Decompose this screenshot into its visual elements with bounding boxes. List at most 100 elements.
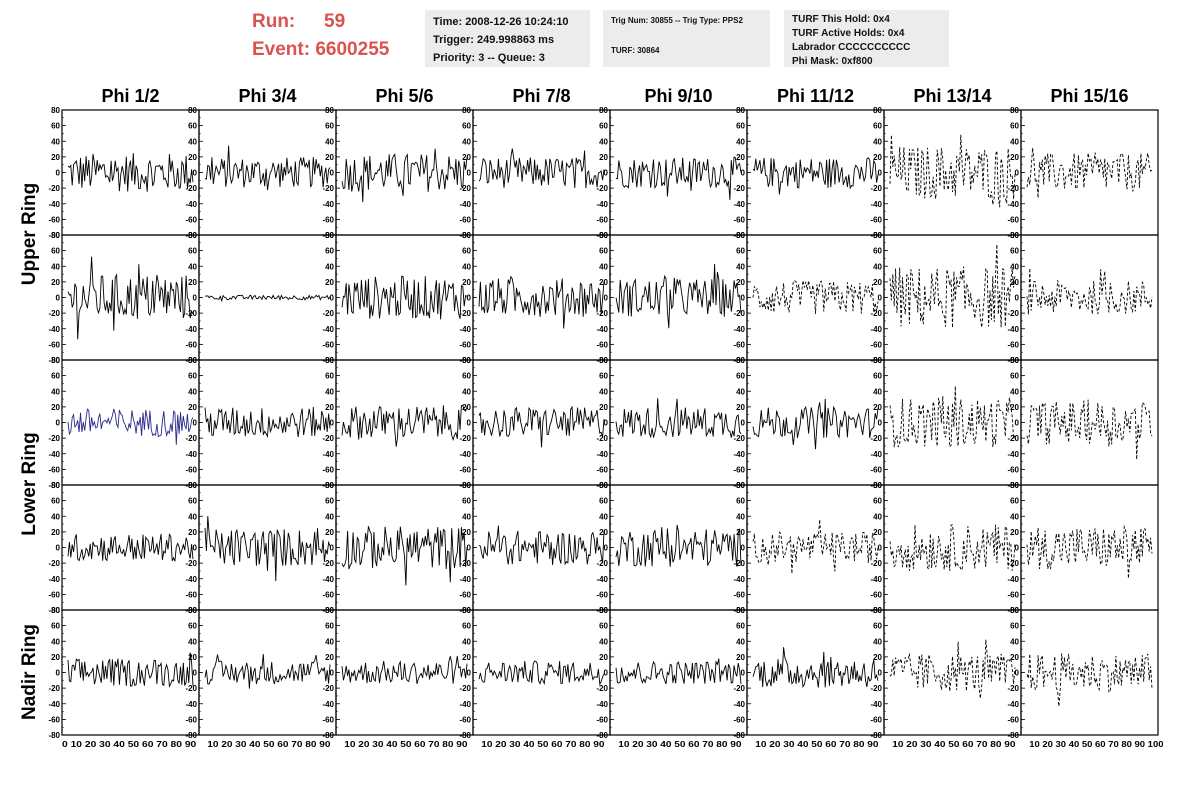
waveform-trace [1026,524,1153,579]
waveform-trace [752,398,879,450]
panel-frame [883,484,1022,611]
y-tick-label: 80 [462,356,471,365]
waveform-trace [204,294,331,303]
y-tick-label: 0 [878,169,883,178]
y-tick-label: -60 [322,715,334,724]
y-tick-label: 60 [599,497,608,506]
y-tick-label: 0 [193,419,198,428]
y-tick-label: 60 [1010,497,1019,506]
y-tick-label: -60 [459,340,471,349]
waveform-trace [67,408,194,445]
y-tick-label: 20 [599,653,608,662]
y-tick-label: 0 [467,169,472,178]
y-tick-label: 80 [599,606,608,615]
column-label-7: Phi 13/14 [913,86,992,106]
waveform-trace [478,148,605,189]
waveform-trace [341,404,468,447]
y-tick-label: 40 [1010,262,1019,271]
y-tick-label: 60 [325,122,334,131]
y-tick-label: 80 [51,481,60,490]
y-tick-label: -80 [1007,731,1019,740]
y-tick-label: -20 [870,684,882,693]
y-tick-label: 60 [325,622,334,631]
y-tick-label: 80 [188,356,197,365]
panel-frame [198,609,337,736]
panel-frame [335,359,474,486]
y-tick-label: 40 [188,387,197,396]
y-tick-label: 20 [325,528,334,537]
waveform-trace [1026,268,1153,315]
y-tick-label: -40 [870,450,882,459]
y-tick-label: 40 [188,137,197,146]
waveform-trace [889,639,1016,699]
y-tick-label: 40 [736,637,745,646]
y-tick-label: 80 [51,606,60,615]
y-tick-label: 60 [462,122,471,131]
y-tick-label: -20 [322,309,334,318]
y-tick-label: 60 [599,247,608,256]
y-tick-label: 80 [462,606,471,615]
panel-r3-c1: -80 -60 -40 -20 0 20 40 60 80 [48,356,200,490]
y-tick-label: -60 [459,465,471,474]
y-tick-label: -20 [185,559,197,568]
y-tick-label: -20 [1007,684,1019,693]
waveform-trace [615,524,742,567]
y-tick-label: 20 [736,278,745,287]
y-tick-label: -40 [1007,325,1019,334]
panel-r5-c1: -80 -60 -40 -20 0 20 40 60 80 [48,606,200,740]
y-tick-label: -40 [185,450,197,459]
y-tick-label: 0 [193,544,198,553]
y-tick-label: 0 [741,669,746,678]
column-label-8: Phi 15/16 [1050,86,1129,106]
y-tick-label: 20 [51,653,60,662]
run-value: 59 [324,11,346,32]
panel-r5-c8: -80 -60 -40 -20 0 20 40 60 80 [1007,606,1159,740]
y-tick-label: -60 [459,715,471,724]
y-tick-label: -40 [733,450,745,459]
y-tick-label: -20 [733,434,745,443]
y-tick-label: 20 [462,653,471,662]
x-tick-labels: 10 20 30 40 50 60 70 80 90 100 [1029,740,1164,749]
y-tick-label: 80 [873,106,882,115]
y-tick-label: -20 [322,184,334,193]
y-tick-label: -40 [322,700,334,709]
y-tick-label: 80 [51,356,60,365]
event-value: 6600255 [315,39,390,60]
y-tick-label: 0 [193,669,198,678]
y-tick-label: 40 [188,262,197,271]
waveform-trace [341,275,468,320]
y-tick-label: 0 [878,419,883,428]
turf-hold-box: TURF This Hold: 0x4 TURF Active Holds: 0… [784,10,949,67]
panel-frame [746,234,885,361]
y-tick-label: -60 [596,465,608,474]
y-tick-label: -40 [185,325,197,334]
y-tick-label: -60 [48,340,60,349]
waveform-trace [889,244,1016,328]
y-tick-label: -60 [596,215,608,224]
y-tick-label: -60 [459,590,471,599]
y-tick-label: 60 [1010,622,1019,631]
y-tick-label: -20 [870,184,882,193]
y-tick-label: 80 [462,106,471,115]
waveform-trace [478,275,605,329]
y-tick-label: -60 [870,590,882,599]
y-tick-label: 60 [51,247,60,256]
y-tick-label: 20 [51,403,60,412]
y-tick-label: -60 [733,590,745,599]
y-tick-label: 60 [325,497,334,506]
y-tick-label: -80 [185,731,197,740]
y-tick-label: -20 [459,434,471,443]
y-tick-label: 40 [1010,137,1019,146]
y-tick-label: 80 [873,481,882,490]
y-tick-label: 60 [736,122,745,131]
y-tick-label: -40 [733,325,745,334]
y-tick-label: 60 [1010,372,1019,381]
y-tick-label: 60 [188,247,197,256]
